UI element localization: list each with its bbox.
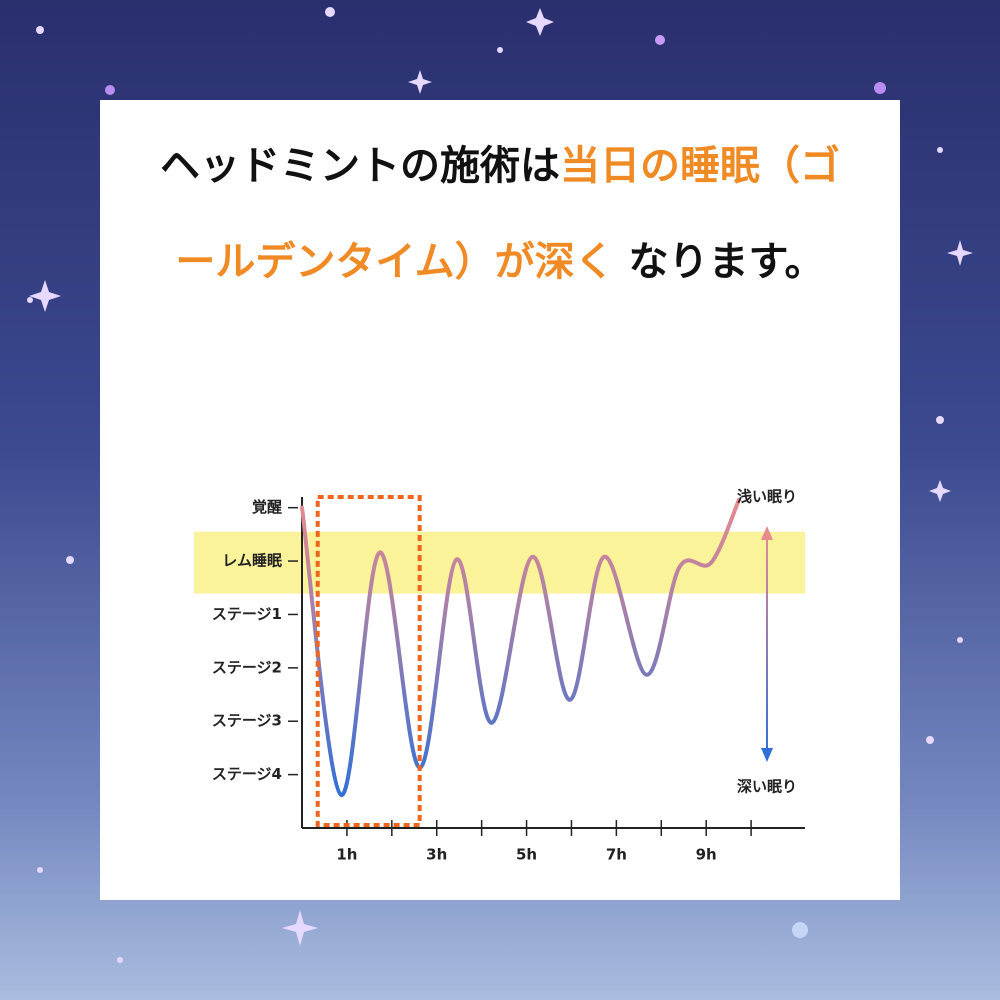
annotation: 深い眠り bbox=[737, 778, 797, 796]
arrow-head-bottom bbox=[761, 748, 773, 762]
y-tick-label: ステージ4 bbox=[212, 765, 282, 783]
sleep-curve bbox=[300, 497, 741, 797]
y-tick-label: 覚醒 bbox=[252, 498, 282, 516]
x-tick-label: 5h bbox=[516, 846, 537, 864]
x-tick-label: 9h bbox=[696, 846, 717, 864]
card: ヘッドミントの施術は当日の睡眠（ゴールデンタイム）が深く なります。 覚醒レム睡… bbox=[100, 100, 900, 900]
x-tick-label: 7h bbox=[606, 846, 627, 864]
y-tick-label: ステージ2 bbox=[212, 658, 282, 676]
heading-text: ヘッドミントの施術は bbox=[160, 143, 560, 189]
heading-highlight: 当日の睡眠 bbox=[560, 143, 760, 189]
heading: ヘッドミントの施術は当日の睡眠（ゴールデンタイム）が深く なります。 bbox=[145, 118, 855, 310]
y-tick-label: ステージ3 bbox=[212, 712, 282, 730]
golden-time-box bbox=[315, 495, 422, 827]
x-tick-label: 3h bbox=[426, 846, 447, 864]
arrow-head-top bbox=[761, 526, 773, 540]
heading-highlight: （ゴールデンタイム）が深く bbox=[175, 143, 840, 285]
x-tick-label: 1h bbox=[336, 846, 357, 864]
stars bbox=[27, 7, 973, 963]
y-tick-label: ステージ1 bbox=[212, 605, 282, 623]
annotation: 浅い眠り bbox=[737, 488, 797, 506]
y-tick-label: レム睡眠 bbox=[222, 552, 282, 570]
rem-band bbox=[194, 531, 805, 594]
heading-text: なります。 bbox=[614, 239, 825, 285]
